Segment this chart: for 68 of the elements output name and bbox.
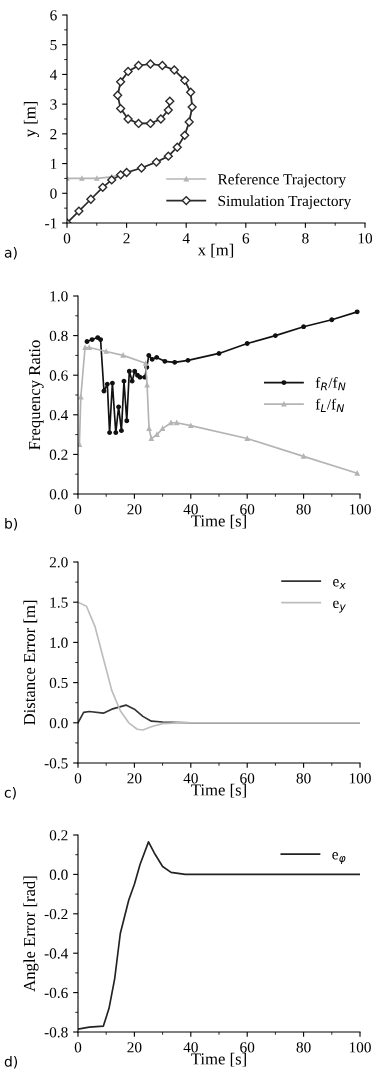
y-axis-title: Distance Error [m] [23, 600, 38, 725]
x-tick-label: 60 [240, 773, 255, 784]
y-tick-label: 3 [50, 99, 57, 110]
text: b) [5, 518, 18, 531]
x-axis-title: Time [s] [191, 514, 246, 529]
legend-label: Reference Trajectory [218, 173, 347, 188]
x-tick-label: 80 [296, 504, 311, 515]
x-axis-title: Time [s] [191, 1052, 246, 1067]
x-tick-label: 6 [242, 233, 250, 244]
x-tick-label: 100 [349, 504, 371, 515]
text: a) [4, 247, 17, 260]
x-tick-label: 40 [183, 1042, 198, 1053]
y-tick-label: -0.6 [44, 987, 68, 999]
x-tick-label: 20 [127, 1042, 142, 1053]
y-tick-label: 0.4 [49, 409, 69, 421]
y-tick-label: 0.0 [49, 489, 68, 500]
y-tick-label: 0.0 [49, 717, 68, 729]
y-tick-label: -0.8 [44, 1027, 68, 1038]
x-tick-label: 2 [123, 233, 130, 244]
y-tick-label: 1.0 [50, 291, 68, 302]
x-tick-label: 10 [358, 233, 373, 244]
legend-label: f$_{R}$/f$_{N}$ [315, 377, 346, 391]
legend-label: e$_{y}$ [333, 600, 346, 613]
x-tick-label: 8 [302, 233, 309, 244]
y-tick-label: 6 [50, 10, 57, 21]
x-tick-label: 20 [127, 504, 142, 515]
legend-label: f$_{L}$/f$_{N}$ [315, 398, 345, 412]
y-tick-label: 1.5 [50, 597, 68, 608]
y-tick-label: 1 [50, 158, 57, 169]
x-tick-label: 0 [74, 504, 82, 515]
y-tick-label: 0.5 [49, 677, 68, 689]
x-tick-label: 4 [182, 233, 190, 244]
x-tick-label: 0 [74, 1042, 82, 1053]
x-tick-label: 0 [74, 773, 82, 784]
y-tick-label: -0.4 [44, 948, 69, 959]
legend-label: e$_{φ}$ [332, 852, 346, 865]
legend-label: e$_{x}$ [333, 579, 346, 589]
y-axis-title: Frequency Ratio [28, 340, 44, 450]
x-tick-label: 60 [240, 1042, 255, 1053]
y-tick-label: 0 [50, 188, 57, 199]
y-tick-label: -1 [45, 218, 57, 229]
x-axis-title: Time [s] [191, 783, 246, 798]
y-tick-label: 1.0 [50, 637, 68, 648]
x-tick-label: 40 [183, 504, 198, 515]
y-tick-label: 2 [50, 129, 57, 140]
x-tick-label: 100 [349, 773, 371, 784]
y-axis-title: Angle Error [rad] [23, 876, 39, 992]
x-axis-title: x [m] [197, 243, 234, 258]
y-tick-label: 4 [49, 69, 58, 80]
text: d) [4, 1056, 18, 1069]
x-tick-label: 20 [127, 773, 142, 784]
y-tick-label: 5 [50, 40, 57, 51]
y-tick-label: 0.2 [49, 830, 68, 841]
y-tick-label: -0.5 [44, 758, 68, 769]
y-tick-label: 2.0 [49, 557, 68, 568]
x-tick-label: 80 [296, 773, 311, 784]
y-tick-label: 0.8 [49, 330, 68, 342]
x-tick-label: 100 [349, 1042, 371, 1053]
y-tick-label: 0.2 [49, 449, 68, 460]
x-tick-label: 40 [183, 773, 198, 784]
legend-label: Simulation Trajectory [218, 195, 352, 210]
x-tick-label: 60 [240, 504, 255, 515]
y-tick-label: 0.6 [49, 370, 68, 381]
text: c) [4, 787, 16, 800]
y-tick-label: 0.0 [49, 869, 68, 880]
y-tick-label: -0.2 [44, 908, 68, 920]
x-tick-label: 80 [296, 1042, 311, 1053]
y-axis-title: y [m] [23, 101, 39, 138]
